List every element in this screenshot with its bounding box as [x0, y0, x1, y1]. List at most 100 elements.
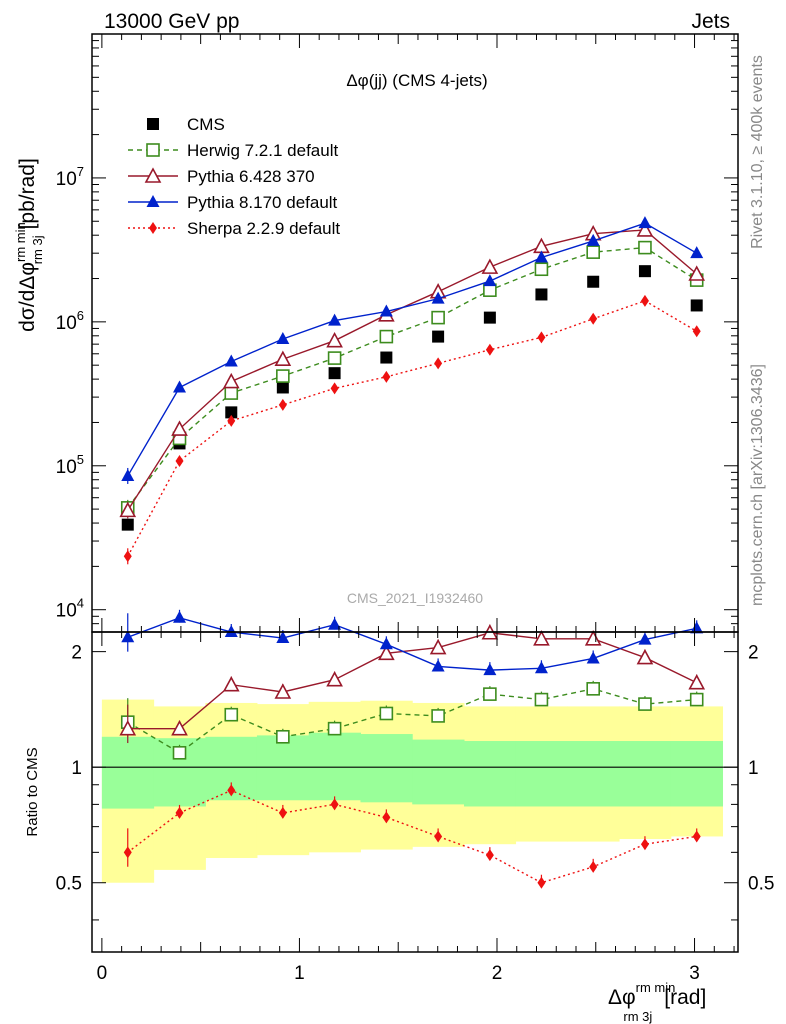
legend-marker-cms: [147, 118, 159, 130]
data-point-pythia-8-170-default: [431, 291, 445, 304]
ratio-point-sherpa-2-2-9-default: [175, 806, 184, 819]
ratio-point-pythia-8-170-default: [379, 637, 393, 650]
data-point-sherpa-2-2-9-default: [227, 414, 236, 427]
ratio-point-pythia-6-428-370: [429, 638, 447, 655]
y-tick-base: 10: [56, 169, 77, 190]
y-label-units: [pb/rad]: [16, 158, 39, 229]
ratio-point-pythia-6-428-370: [274, 683, 292, 699]
mcplots-label: mcplots.cern.ch [arXiv:1306.3436]: [749, 364, 766, 606]
x-tick-label: 2: [492, 963, 503, 984]
data-point-herwig-7-2-1-default: [327, 351, 342, 365]
header-process: Jets: [691, 10, 730, 33]
data-point-sherpa-2-2-9-default: [330, 382, 339, 395]
data-point-pythia-6-428-370: [119, 501, 137, 518]
ratio-y-axis-label: Ratio to CMS: [24, 747, 41, 836]
uncertainty-band-green: [619, 741, 672, 807]
data-point-herwig-7-2-1-default: [276, 369, 290, 383]
data-point-pythia-8-170-default: [638, 216, 652, 229]
data-point-pythia-8-170-default: [483, 274, 497, 287]
ratio-point-sherpa-2-2-9-default: [692, 830, 701, 843]
data-point-pythia-8-170-default: [690, 246, 704, 259]
series-line-sherpa-2-2-9-default: [127, 300, 698, 557]
data-point-pythia-6-428-370: [274, 350, 292, 367]
x-label-sup: rm min: [636, 980, 676, 995]
ratio-point-pythia-8-170-default: [431, 659, 445, 672]
uncertainty-band-green: [515, 741, 568, 807]
ratio-point-sherpa-2-2-9-default: [640, 838, 649, 851]
ratio-point-sherpa-2-2-9-default: [123, 846, 132, 859]
series-layer: [119, 216, 706, 889]
ratio-point-sherpa-2-2-9-default: [278, 806, 287, 819]
x-axis-label: Δφrm min rm 3j [rad]: [608, 980, 706, 1024]
legend-label-pythia-8-170-default: Pythia 8.170 default: [187, 193, 338, 212]
ratio-point-pythia-8-170-default: [224, 625, 238, 637]
ratio-point-herwig-7-2-1-default: [586, 682, 600, 696]
data-point-cms: [276, 381, 289, 394]
ratio-point-pythia-6-428-370: [326, 671, 343, 687]
ratio-point-sherpa-2-2-9-default: [485, 849, 494, 862]
legend-marker-pythia-8-170-default: [146, 195, 160, 207]
y-tick-exponent: 6: [77, 308, 84, 323]
data-point-cms: [380, 351, 393, 364]
ratio-point-pythia-6-428-370: [378, 644, 395, 661]
ratio-line-pythia-8-170-default: [127, 617, 697, 671]
y-tick-label: 104: [56, 596, 84, 622]
legend-marker-herwig-7-2-1-default: [146, 143, 160, 157]
ratio-point-sherpa-2-2-9-default: [227, 784, 236, 797]
uncertainty-band-green: [101, 736, 155, 809]
x-label-units: [rad]: [664, 986, 706, 1009]
data-point-pythia-6-428-370: [222, 372, 240, 389]
data-point-sherpa-2-2-9-default: [123, 550, 132, 563]
ratio-line-pythia-6-428-370: [127, 632, 698, 730]
y-label-sub: rm 3j: [30, 235, 45, 264]
y-label-main: dσ/dΔφ: [16, 262, 39, 332]
y-tick-label: 105: [56, 452, 84, 478]
ratio-point-sherpa-2-2-9-default: [382, 811, 391, 824]
y-tick-base: 10: [56, 457, 77, 478]
data-point-pythia-8-170-default: [224, 354, 238, 367]
ratio-point-herwig-7-2-1-default: [638, 697, 652, 711]
ratio-point-pythia-8-170-default: [328, 617, 342, 630]
ratio-panel-frame: [91, 631, 739, 953]
data-point-pythia-8-170-default: [534, 250, 548, 263]
ratio-point-pythia-6-428-370: [636, 648, 654, 665]
data-point-pythia-6-428-370: [481, 258, 499, 274]
ratio-point-pythia-8-170-default: [121, 630, 135, 643]
data-point-herwig-7-2-1-default: [431, 310, 445, 325]
data-point-sherpa-2-2-9-default: [692, 325, 701, 338]
ratio-tick-label-right: 2: [748, 643, 759, 664]
ratio-point-herwig-7-2-1-default: [327, 721, 342, 736]
y-tick-base: 10: [56, 313, 77, 334]
x-tick-label: 0: [97, 963, 108, 984]
data-point-cms: [483, 311, 496, 324]
data-point-cms: [225, 406, 238, 419]
ratio-point-pythia-6-428-370: [222, 676, 240, 692]
ratio-point-pythia-6-428-370: [533, 630, 550, 646]
data-point-pythia-6-428-370: [326, 331, 343, 348]
data-point-cms: [432, 330, 445, 343]
ratio-point-pythia-6-428-370: [171, 719, 188, 736]
data-point-sherpa-2-2-9-default: [640, 294, 649, 307]
data-point-sherpa-2-2-9-default: [537, 331, 546, 344]
uncertainty-band-green: [670, 741, 724, 807]
ratio-point-sherpa-2-2-9-default: [434, 830, 443, 843]
legend-label-cms: CMS: [187, 115, 225, 134]
rivet-label: Rivet 3.1.10, ≥ 400k events: [749, 55, 766, 249]
data-point-herwig-7-2-1-default: [534, 262, 549, 277]
ratio-point-pythia-8-170-default: [173, 610, 187, 623]
ratio-point-pythia-8-170-default: [690, 621, 704, 634]
data-point-sherpa-2-2-9-default: [382, 370, 391, 383]
ratio-point-pythia-8-170-default: [534, 661, 548, 674]
ratio-point-herwig-7-2-1-default: [276, 729, 290, 744]
series-line-pythia-6-428-370: [127, 229, 698, 511]
data-point-cms: [638, 265, 651, 278]
data-point-cms: [328, 367, 341, 380]
data-point-pythia-8-170-default: [276, 332, 290, 345]
ratio-point-herwig-7-2-1-default: [172, 746, 187, 760]
uncertainty-band-green: [567, 741, 620, 807]
x-label-main: Δφ: [608, 986, 636, 1009]
data-point-pythia-6-428-370: [688, 265, 706, 281]
data-point-herwig-7-2-1-default: [586, 245, 600, 259]
plot-title: Δφ(jj) (CMS 4-jets): [346, 71, 487, 90]
